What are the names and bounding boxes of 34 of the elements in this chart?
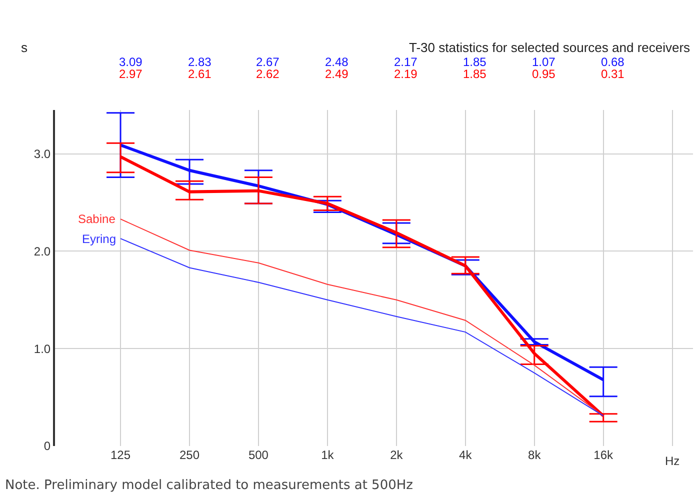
x-tick-label: 2k — [390, 448, 404, 462]
x-tick-label: 8k — [528, 448, 542, 462]
data-label: 2.62 — [256, 67, 280, 81]
data-label: 1.85 — [463, 55, 487, 69]
data-label: 2.49 — [325, 67, 349, 81]
data-label: 2.19 — [394, 67, 418, 81]
x-tick-label: 500 — [248, 448, 269, 462]
y-tick-label: 1.0 — [34, 342, 51, 356]
x-tick-label: 4k — [459, 448, 473, 462]
data-label: 2.17 — [394, 55, 418, 69]
series-label: Sabine — [78, 212, 116, 226]
text: Note. Preliminary model calibrated to measurements at 500Hz — [5, 478, 414, 493]
data-label: 2.97 — [119, 67, 143, 81]
x-tick-label: 250 — [179, 448, 200, 462]
y-axis-title: s — [21, 40, 28, 55]
data-label: 1.07 — [532, 55, 556, 69]
data-label: 0.68 — [601, 55, 625, 69]
data-label: 0.31 — [601, 67, 625, 81]
data-label: 2.61 — [188, 67, 212, 81]
x-axis-title: Hz — [665, 454, 680, 468]
data-label: 2.67 — [256, 55, 280, 69]
series-label: Eyring — [82, 232, 116, 246]
data-label: 0.95 — [532, 67, 556, 81]
data-label: 3.09 — [119, 55, 143, 69]
x-tick-label: 125 — [110, 448, 131, 462]
y-tick-label: 2.0 — [34, 244, 51, 258]
y-tick-label: 3.0 — [34, 147, 51, 162]
x-tick-label: 1k — [321, 448, 335, 462]
x-tick-label: 16k — [594, 448, 614, 462]
data-label: 2.83 — [188, 55, 212, 69]
data-label: 1.85 — [463, 67, 487, 81]
data-label: 2.48 — [325, 55, 349, 69]
y-tick-label: 0 — [44, 439, 51, 454]
chart-title: T-30 statistics for selected sources and receivers — [409, 40, 691, 55]
